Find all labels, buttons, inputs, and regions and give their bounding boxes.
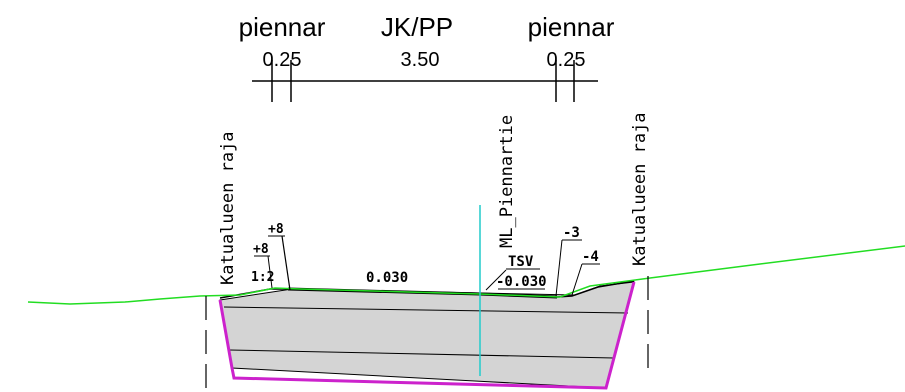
pavement-structure: [219, 281, 635, 389]
annot-minus4: -4: [582, 249, 599, 265]
dim-left-shoulder: 0.25: [263, 49, 302, 71]
dim-carriageway: 3.50: [401, 49, 440, 71]
layer-line-lower: [229, 349, 615, 359]
label-left-shoulder: piennar: [239, 12, 326, 42]
minus4-leader: [571, 263, 583, 296]
annot-crossfall-right: -0.030: [496, 274, 547, 290]
annot-slope: 1:2: [251, 270, 274, 285]
label-right-shoulder: piennar: [528, 12, 615, 42]
label-centerline: ML_Piennartie: [497, 115, 517, 248]
minus3-leader: [555, 239, 563, 297]
label-carriageway: JK/PP: [381, 12, 453, 42]
left-slope-marker-2: [267, 255, 273, 289]
left-kerb-line: [281, 235, 291, 291]
subgrade-edge: [218, 281, 636, 390]
annot-plus8-upper: +8: [268, 222, 284, 237]
annot-plus8-lower: +8: [253, 242, 269, 257]
layer-line-upper: [223, 306, 629, 314]
annot-minus3: -3: [563, 225, 580, 241]
shoulder-surface-right: [556, 280, 635, 298]
annot-crossfall-left: 0.030: [366, 270, 408, 286]
dim-right-shoulder: 0.25: [547, 49, 586, 71]
label-right-boundary: Katualueen raja: [630, 112, 650, 266]
tsv-leader: [485, 269, 507, 291]
ground-line: [27, 245, 905, 305]
annot-tsv: TSV: [508, 254, 534, 270]
label-left-boundary: Katualueen raja: [218, 131, 238, 285]
